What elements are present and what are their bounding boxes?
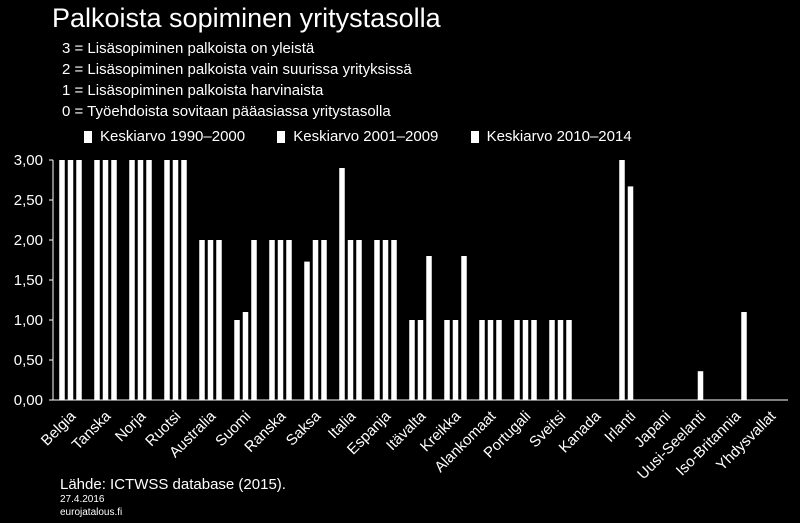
bar	[426, 256, 432, 400]
source-text: Lähde: ICTWSS database (2015).	[60, 476, 286, 493]
bar	[347, 240, 354, 400]
scale-note-2: 2 = Lisäsopiminen palkoista vain suuriss…	[62, 61, 412, 78]
y-tick-label: 2,50	[14, 192, 43, 209]
bar	[627, 186, 634, 400]
bar	[697, 371, 704, 400]
legend-item-2001-2009: Keskiarvo 2001–2009	[277, 128, 438, 145]
bar	[321, 240, 327, 400]
bar	[67, 160, 74, 400]
bar	[181, 160, 187, 400]
legend: Keskiarvo 1990–2000 Keskiarvo 2001–2009 …	[84, 128, 660, 147]
legend-label: Keskiarvo 2010–2014	[486, 128, 632, 145]
date-text: 27.4.2016	[60, 494, 105, 505]
scale-note-3: 3 = Lisäsopiminen palkoista on yleistä	[62, 40, 315, 57]
bar	[94, 160, 100, 400]
scale-note-0: 0 = Työehdoista sovitaan pääasiassa yrit…	[62, 103, 391, 120]
legend-swatch	[470, 130, 479, 143]
bar	[111, 160, 117, 400]
chart-title: Palkoista sopiminen yritystasolla	[52, 3, 441, 33]
bar	[251, 240, 257, 400]
bar	[391, 240, 397, 400]
legend-item-1990-2000: Keskiarvo 1990–2000	[84, 128, 245, 145]
bar	[496, 320, 502, 400]
bar	[417, 320, 424, 400]
bar	[137, 160, 144, 400]
bar	[242, 312, 249, 400]
bar	[102, 160, 109, 400]
bar	[59, 160, 65, 400]
bar	[277, 240, 284, 400]
bar	[461, 256, 467, 400]
bar	[216, 240, 222, 400]
bar	[741, 312, 747, 400]
bar	[619, 160, 625, 400]
bar	[409, 320, 415, 400]
bar	[199, 240, 205, 400]
bar	[452, 320, 459, 400]
bar	[531, 320, 537, 400]
y-tick-label: 0,00	[14, 392, 43, 409]
y-tick-label: 1,50	[14, 272, 43, 289]
legend-swatch	[84, 130, 92, 143]
bar	[172, 160, 179, 400]
y-tick-label: 3,00	[14, 152, 43, 169]
legend-item-2010-2014: Keskiarvo 2010–2014	[470, 128, 632, 145]
legend-label: Keskiarvo 2001–2009	[293, 128, 439, 145]
x-tick-label: Tanska	[69, 407, 115, 453]
bar	[146, 160, 152, 400]
bar	[234, 320, 240, 400]
bar	[487, 320, 494, 400]
bar	[522, 320, 529, 400]
bar	[549, 320, 555, 400]
scale-note-1: 1 = Lisäsopiminen palkoista harvinaista	[62, 82, 324, 99]
bar	[339, 168, 345, 400]
y-tick-label: 0,50	[14, 352, 43, 369]
legend-label: Keskiarvo 1990–2000	[100, 128, 246, 145]
bar	[76, 160, 82, 400]
bar	[312, 240, 319, 400]
bar	[164, 160, 170, 400]
bar	[444, 320, 450, 400]
x-tick-label: Saksa	[283, 407, 325, 449]
bar	[374, 240, 380, 400]
bar	[566, 320, 572, 400]
bar	[514, 320, 520, 400]
bar	[286, 240, 292, 400]
y-tick-label: 1,00	[14, 312, 43, 329]
bar	[479, 320, 485, 400]
legend-swatch	[277, 130, 286, 143]
bar	[269, 240, 275, 400]
bar	[207, 240, 214, 400]
y-tick-label: 2,00	[14, 232, 43, 249]
bar	[304, 261, 310, 400]
bar	[129, 160, 135, 400]
bar	[356, 240, 362, 400]
site-text: eurojatalous.fi	[60, 507, 123, 518]
bar	[382, 240, 389, 400]
bar	[557, 320, 564, 400]
